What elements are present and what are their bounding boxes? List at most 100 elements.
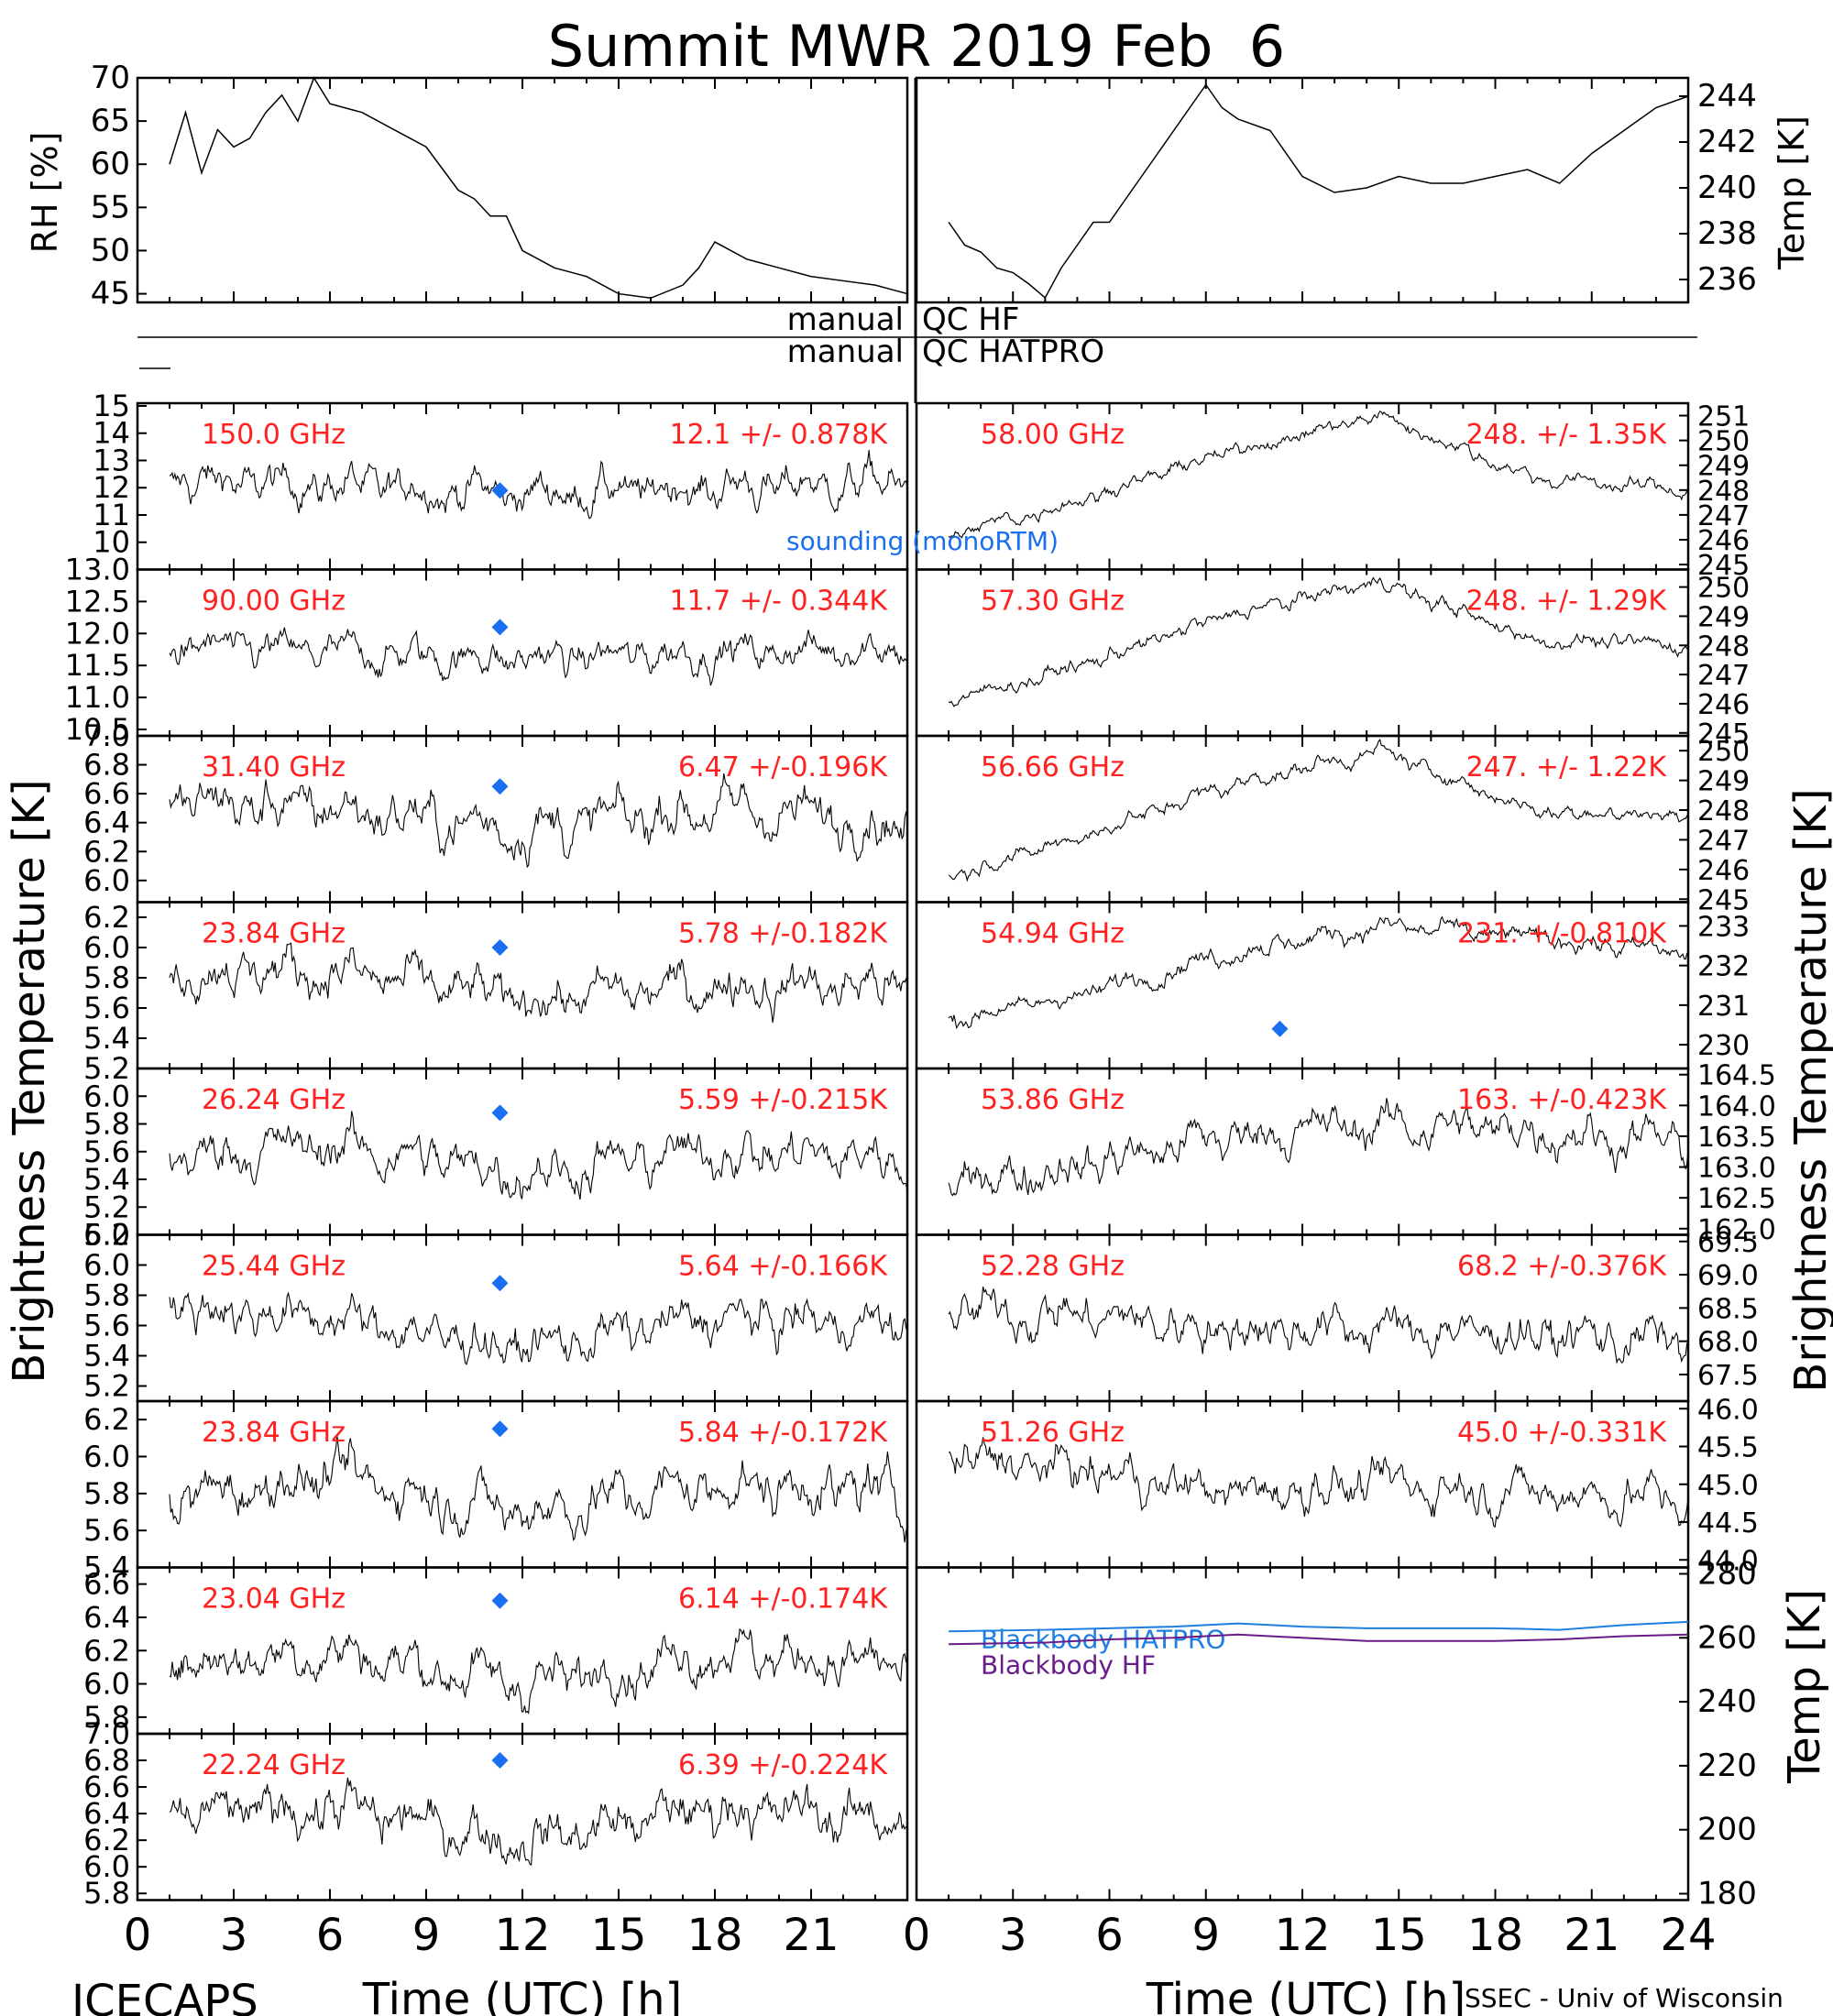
y-tick-label: 6.0 xyxy=(83,930,130,965)
y-tick-label: 162.0 xyxy=(1697,1214,1776,1246)
right-panel: 230 231 232 233 54.94 GHz 231. +/-0.810K xyxy=(915,901,1750,1070)
y-tick-label: 15 xyxy=(93,389,130,423)
x-label-right: Time (UTC) [h] xyxy=(1146,1974,1465,2016)
y-tick-label: 12 xyxy=(93,470,130,505)
y-tick-label: 6.6 xyxy=(83,1769,130,1804)
y-tick-label: 245 xyxy=(1697,884,1750,916)
x-tick-label: 6 xyxy=(1095,1910,1124,1961)
y-tick-label: 55 xyxy=(91,189,130,225)
channel-stat: 6.39 +/-0.224K xyxy=(678,1749,888,1781)
y-tick-label: 6.6 xyxy=(83,1567,130,1602)
y-tick-label: 245 xyxy=(1697,550,1750,582)
y-tick-label: 44.0 xyxy=(1697,1545,1759,1577)
y-tick-label: 10 xyxy=(93,525,130,560)
channel-stat: 163. +/-0.423K xyxy=(1457,1084,1667,1116)
brightness-trace xyxy=(169,1111,908,1200)
footer-right: SSEC - Univ of Wisconsin xyxy=(1465,1983,1784,2013)
qc-hatpro-left: manual xyxy=(787,334,904,370)
y-tick-label: 12.0 xyxy=(65,616,130,651)
channel-stat: 6.47 +/-0.196K xyxy=(678,751,888,783)
y-tick-label: 50 xyxy=(91,232,130,268)
y-tick-label: 6.0 xyxy=(83,1248,130,1283)
y-tick-label: 5.8 xyxy=(83,1700,130,1735)
x-tick-label: 15 xyxy=(590,1910,646,1961)
sounding-marker xyxy=(491,482,509,499)
x-tick-labels: 0 3 6 9 12 15 18 21 0 3 6 9 12 15 18 21 24 xyxy=(124,1910,1717,1961)
y-tick-label: 5.8 xyxy=(83,1107,130,1142)
left-panel: 5.25.45.65.86.06.2 23.84 GHz 5.78 +/-0.182… xyxy=(83,900,909,1086)
y-tick-label: 247 xyxy=(1697,660,1750,692)
blackbody-line xyxy=(949,1633,1689,1646)
y-tick-label: 248 xyxy=(1697,630,1750,663)
x-tick-label: 0 xyxy=(124,1910,152,1961)
y-tick-label: 6.2 xyxy=(83,1218,130,1253)
channel-stat: 11.7 +/- 0.344K xyxy=(670,586,889,618)
right-panel: 67.568.068.569.069.5 52.28 GHz 68.2 +/-0.3… xyxy=(915,1227,1759,1403)
temp-panel-frame xyxy=(915,76,1690,304)
y-tick-label: 242 xyxy=(1697,124,1757,160)
left-panel-frame-ticks xyxy=(137,1401,908,1568)
qc-band: manual QC HF manual QC HATPRO xyxy=(137,301,1697,370)
y-tick-label: 6.0 xyxy=(83,1440,130,1474)
y-tick-label: 5.2 xyxy=(83,1189,130,1224)
y-tick-label: 6.4 xyxy=(83,1796,130,1831)
brightness-trace xyxy=(169,772,908,869)
x-tick-label: 18 xyxy=(686,1910,742,1961)
sounding-marker xyxy=(491,1592,509,1609)
right-panel: 44.0 44.5 45.0 45.5 46.0 51.26 GHz 45.0 +/-0.3… xyxy=(915,1394,1759,1577)
y-tick-label: 12.5 xyxy=(65,584,130,619)
y-tick-label: 180 xyxy=(1697,1876,1757,1912)
y-tick-label: 46.0 xyxy=(1697,1394,1759,1426)
x-tick-label: 3 xyxy=(220,1910,248,1961)
y-tick-label: 249 xyxy=(1697,601,1750,633)
chart-title: Summit MWR 2019 Feb 6 xyxy=(548,13,1285,80)
x-tick-label: 9 xyxy=(1191,1910,1220,1961)
right-panel-frame-ticks xyxy=(916,569,1689,736)
y-tick-label: 231 xyxy=(1697,991,1750,1023)
met-panels: 45 50 55 60 65 70 236 238 240 242 244 RH [%] Temp [K… xyxy=(25,60,1812,312)
brightness-trace xyxy=(948,576,1689,707)
channel-stat: 5.64 +/-0.166K xyxy=(678,1251,888,1283)
rh-panel-frame xyxy=(136,76,909,304)
rh-panel-frame-ticks xyxy=(137,78,908,302)
channel-label: 22.24 GHz xyxy=(202,1749,346,1781)
y-tick-label: 70 xyxy=(91,60,130,96)
right-panel-frame-ticks xyxy=(916,1401,1689,1568)
y-tick-label: 246 xyxy=(1697,855,1750,887)
brightness-trace xyxy=(169,1777,908,1867)
y-tick-label: 5.0 xyxy=(83,1218,130,1253)
channel-stat: 6.14 +/-0.174K xyxy=(678,1583,888,1616)
left-panel: 10.511.011.512.012.513.0 90.00 GHz 11.7 +/… xyxy=(65,553,909,747)
blackbody-legend: Blackbody HF xyxy=(981,1650,1156,1681)
sounding-marker xyxy=(491,1275,509,1292)
y-tick-label: 164.0 xyxy=(1697,1090,1776,1123)
y-tick-label: 5.2 xyxy=(83,1051,130,1086)
x-tick-label: 21 xyxy=(783,1910,839,1961)
y-tick-label: 6.8 xyxy=(83,748,130,783)
x-tick-label: 9 xyxy=(412,1910,441,1961)
left-panel: 5.25.45.65.86.06.2 25.44 GHz 5.64 +/-0.166… xyxy=(83,1218,909,1404)
left-panel: 6.06.26.46.66.87.0 31.40 GHz 6.47 +/-0.196… xyxy=(83,718,909,904)
y-tick-label: 6.2 xyxy=(83,1633,130,1668)
y-tick-label: 6.6 xyxy=(83,776,130,811)
y-tick-label: 162.5 xyxy=(1697,1183,1776,1215)
left-panel-frame-ticks xyxy=(137,1234,908,1401)
channel-stat: 248. +/- 1.29K xyxy=(1466,586,1668,618)
brightness-trace xyxy=(948,1286,1689,1364)
y-tick-label: 232 xyxy=(1697,951,1750,983)
channel-stat: 45.0 +/-0.331K xyxy=(1457,1417,1667,1449)
qc-hf-right: QC HF xyxy=(922,301,1019,338)
y-tick-label: 5.6 xyxy=(83,1309,130,1343)
channel-label: 25.44 GHz xyxy=(202,1251,346,1283)
y-tick-label: 260 xyxy=(1697,1619,1757,1656)
blackbody-frame-ticks xyxy=(916,1567,1689,1901)
sounding-marker xyxy=(491,1420,509,1438)
sounding-marker xyxy=(491,939,509,956)
y-tick-label: 6.2 xyxy=(83,834,130,869)
y-tick-label: 6.0 xyxy=(83,863,130,898)
sounding-marker xyxy=(491,619,509,636)
